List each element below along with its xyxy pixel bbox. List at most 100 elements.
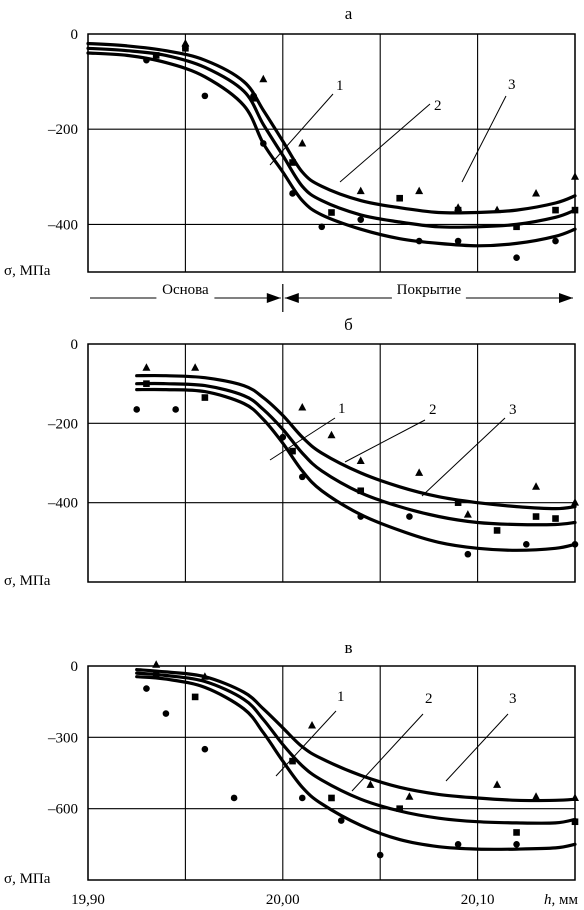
series-3-point: [142, 363, 151, 371]
series-2-label: 2: [429, 402, 437, 418]
region-label-bg: [391, 280, 466, 300]
series-2-point: [152, 672, 160, 679]
series-2-point: [513, 829, 520, 836]
series-3-point: [191, 363, 200, 371]
series-1-point: [162, 710, 170, 717]
series-2-point: [532, 513, 540, 520]
chart-panel-2: б 0 –200 –400 σ, МПа 1 2 3: [4, 315, 579, 589]
x-axis-label: h, мм: [544, 892, 578, 908]
series-3-point: [152, 660, 161, 668]
panel-title: в: [344, 638, 352, 657]
series-2-point: [143, 380, 150, 387]
region-label: Основа: [162, 282, 209, 298]
y-tick-label: –300: [47, 730, 78, 746]
region-arrowhead: [284, 293, 299, 303]
series-1-point: [298, 473, 306, 481]
y-tick-label: –400: [47, 217, 78, 233]
series-2-point: [552, 206, 559, 214]
series-3-curve: [135, 668, 577, 803]
series-3-leader: [421, 417, 506, 497]
y-axis-label: σ, МПа: [4, 263, 51, 279]
series-3-point: [366, 780, 375, 788]
series-2-point: [396, 805, 403, 812]
region-label: Покрытие: [397, 282, 462, 298]
series-1-curve: [135, 387, 577, 552]
series-2-point: [552, 515, 559, 522]
series-1-point: [552, 237, 559, 245]
series-3-label: 3: [509, 691, 517, 707]
series-2-point: [357, 487, 365, 495]
plot-frame: [87, 343, 576, 583]
series-1-point: [143, 56, 150, 64]
series-3-point: [356, 456, 365, 465]
panel-title: а: [345, 4, 353, 23]
plot-frame: [87, 665, 576, 881]
series-3-leader: [445, 713, 509, 782]
series-1-point: [143, 685, 150, 692]
series-1-point: [298, 794, 306, 802]
y-tick-label: –200: [47, 416, 78, 432]
series-1-label: 1: [337, 689, 345, 705]
series-2-point: [289, 757, 296, 765]
y-axis-label: σ, МПа: [4, 573, 51, 589]
series-3-curve: [86, 41, 577, 215]
x-tick-label: 19,90: [71, 892, 105, 908]
chart-panel-3: в 0 –300 –600 σ, МПа 1 2 3 19,90 20,00 20,10 h, мм: [4, 638, 579, 908]
series-2-point: [182, 44, 189, 52]
series-2-point: [289, 159, 296, 166]
series-1-leader: [275, 710, 337, 777]
series-3-point: [181, 39, 190, 47]
series-2-point: [493, 527, 501, 534]
x-tick-label: 20,00: [266, 892, 300, 908]
series-3-leader: [461, 95, 507, 183]
series-3-label: 3: [508, 77, 516, 93]
series-3-point: [405, 792, 414, 800]
series-1-point: [523, 541, 530, 548]
series-3-point: [298, 138, 307, 147]
series-1-point: [406, 513, 413, 520]
series-2-point: [152, 52, 160, 59]
plot-frame: [87, 33, 576, 273]
series-1-point: [464, 550, 472, 558]
series-2-point: [328, 209, 335, 216]
y-tick-label: –200: [47, 122, 78, 138]
series-3-point: [463, 510, 472, 518]
series-1-point: [337, 817, 345, 824]
series-2-point: [571, 818, 579, 826]
series-1-point: [318, 223, 326, 231]
series-3-point: [493, 780, 502, 788]
series-1-point: [357, 216, 365, 223]
series-3-point: [571, 793, 579, 801]
series-1-point: [513, 254, 520, 262]
series-1-curve: [86, 51, 577, 248]
series-2-curve: [135, 381, 577, 527]
series-3-label: 3: [509, 402, 517, 418]
y-tick-label: 0: [71, 337, 79, 353]
series-1-point: [172, 406, 179, 413]
series-2-point: [191, 693, 199, 701]
series-1-point: [279, 433, 287, 441]
series-2-point: [454, 499, 462, 506]
region-label-bg: [156, 280, 215, 300]
series-1-point: [260, 140, 267, 147]
series-2-point: [201, 394, 209, 401]
y-tick-label: –600: [47, 802, 78, 818]
series-2-point: [513, 223, 520, 231]
series-3-point: [415, 468, 424, 476]
series-2-label: 2: [425, 691, 433, 707]
series-1-point: [454, 237, 462, 245]
series-2-leader: [339, 103, 431, 183]
region-arrowhead: [266, 293, 281, 303]
series-3-point: [200, 672, 209, 680]
series-3-point: [259, 74, 268, 83]
series-3-point: [571, 498, 579, 506]
y-axis-label: σ, МПа: [4, 871, 51, 887]
series-1-point: [376, 851, 384, 859]
x-tick-label: 20,10: [461, 892, 495, 908]
series-3-point: [308, 720, 317, 729]
series-2-point: [396, 194, 403, 202]
series-3-point: [532, 482, 541, 490]
series-3-point: [415, 186, 424, 195]
series-2-leader: [351, 713, 424, 792]
